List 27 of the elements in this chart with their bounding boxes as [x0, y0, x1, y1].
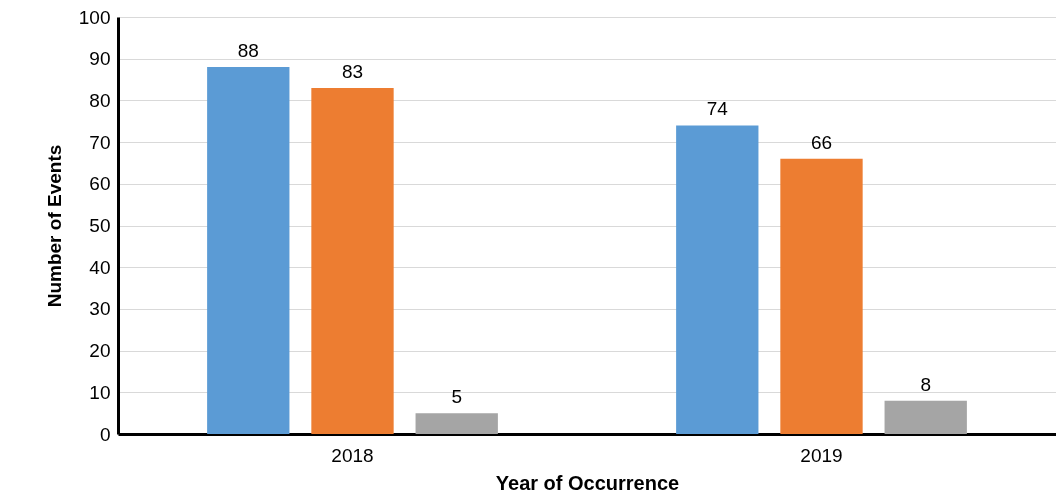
bar — [676, 125, 759, 434]
y-tick-label: 70 — [89, 131, 111, 153]
bar — [780, 158, 863, 434]
data-label: 88 — [237, 40, 259, 62]
data-label: 8 — [920, 373, 932, 395]
y-axis-title: Number of Events — [43, 144, 65, 308]
y-tick-label: 20 — [89, 340, 111, 362]
y-tick-label: 40 — [89, 256, 111, 278]
bar — [311, 87, 394, 434]
bar — [415, 413, 498, 434]
y-tick-label: 10 — [89, 381, 111, 403]
data-label: 83 — [341, 60, 364, 82]
bar — [884, 400, 967, 434]
bar — [207, 67, 290, 434]
x-tick-label: 2019 — [800, 444, 843, 466]
y-tick-label: 90 — [89, 48, 111, 70]
data-label: 5 — [451, 386, 463, 408]
y-tick-label: 60 — [89, 173, 111, 195]
y-tick-label: 100 — [78, 6, 111, 28]
y-tick-label: 30 — [89, 298, 111, 320]
data-label: 66 — [810, 131, 833, 153]
data-label: 74 — [706, 98, 729, 120]
x-tick-label: 2018 — [331, 444, 374, 466]
y-tick-label: 0 — [99, 423, 111, 445]
x-axis-title: Year of Occurrence — [495, 471, 680, 494]
y-tick-label: 80 — [89, 89, 111, 111]
y-tick-label: 50 — [89, 215, 111, 236]
